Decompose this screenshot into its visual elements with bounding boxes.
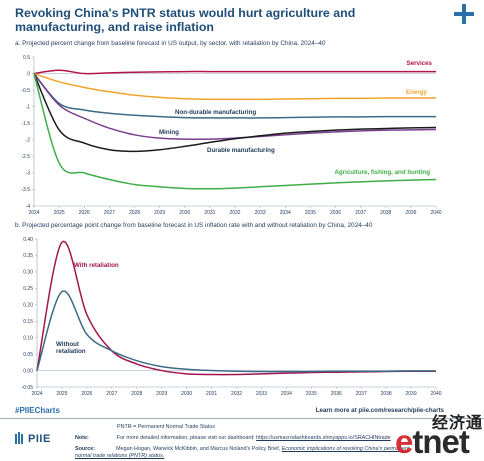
hashtag-link[interactable]: #PIIECharts (15, 406, 60, 415)
series-line-services (33, 69, 436, 75)
watermark-etnet: etnet (395, 423, 470, 461)
x-tick-label: 2028 (129, 210, 140, 216)
watermark-e: e (395, 423, 413, 460)
plus-icon[interactable] (452, 2, 476, 26)
y-tick-label: 0.5 (23, 55, 30, 61)
watermark-chinese: 经济通 (432, 415, 484, 432)
x-tick-label: 2030 (179, 210, 190, 216)
inflation-change-chart: 0.40 0.35 0.30 0.25 0.20 0.15 0.10 0.05 0.00 -0.0… (22, 237, 442, 397)
x-tick-label: 2035 (306, 391, 317, 397)
y-tick-label: 0.40 (23, 237, 33, 243)
x-tick-label: 2031 (206, 391, 217, 397)
y-tick-label: 0.15 (23, 319, 33, 325)
y-tick-label: 0.30 (23, 270, 33, 276)
page-title: Revoking China's PNTR status would hurt … (15, 6, 356, 34)
x-tick-label: 2032 (231, 391, 242, 397)
series-line-durable-manufacturing (33, 73, 437, 153)
x-tick-label: 2025 (54, 210, 65, 216)
x-tick-label: 2027 (106, 391, 117, 397)
source-text: Megan Hogan, Warwick McKibbin, and Marcu… (116, 446, 281, 452)
x-tick-label: 2039 (405, 210, 416, 216)
source-row: Source: Megan Hogan, Warwick McKibbin, an… (75, 446, 409, 460)
y-tick-label: -2.5 (21, 154, 30, 160)
x-tick-label: 2040 (430, 210, 441, 216)
y-tick-label: -2 (26, 138, 31, 144)
y-tick-label: 0.20 (23, 303, 33, 309)
piie-logo-icon (15, 432, 23, 444)
x-tick-label: 2027 (104, 210, 115, 216)
x-tick-label: 2036 (331, 391, 342, 397)
x-tick-label: 2040 (430, 391, 441, 397)
x-tick-label: 2036 (330, 210, 341, 216)
source-title-link[interactable]: Economic implications of revoking China'… (281, 446, 410, 452)
x-tick-label: 2039 (406, 391, 417, 397)
x-tick-label: 2032 (229, 210, 240, 216)
panel-a-subtitle: a. Projected percent change from baselin… (15, 40, 326, 47)
x-tick-label: 2029 (154, 210, 165, 216)
x-tick-label: 2034 (281, 391, 292, 397)
x-tick-label: 2033 (256, 391, 267, 397)
x-tick-label: 2031 (204, 210, 215, 216)
y-tick-label: -3 (26, 171, 31, 177)
y-tick-label: -1.5 (21, 121, 30, 127)
y-tick-label: 0.00 (23, 368, 33, 374)
y-tick-label: -0.5 (21, 88, 30, 94)
notes-label: Note: (75, 435, 89, 441)
series-label: Mining (159, 129, 179, 136)
x-tick-label: 2034 (280, 210, 291, 216)
dashboard-link[interactable]: https://usmacrodashboards.shinyapps.io/S… (256, 435, 391, 441)
series-label: With retaliation (74, 262, 119, 269)
y-tick-label: -3.5 (21, 187, 30, 193)
series-line-agriculture-fishing-and-hunting (33, 73, 437, 190)
y-tick-label: 0.35 (23, 253, 33, 259)
series-line-non-durable-manufacturing (33, 73, 436, 119)
x-tick-label: 2037 (355, 210, 366, 216)
piie-logo-text: PIIE (28, 433, 51, 445)
watermark-tnet: tnet (412, 423, 469, 460)
x-tick-label: 2029 (156, 391, 167, 397)
y-tick-label: -0.05 (22, 385, 34, 391)
x-tick-label: 2024 (31, 391, 42, 397)
x-tick-label: 2037 (356, 391, 367, 397)
x-tick-label: 2025 (56, 391, 67, 397)
x-tick-label: 2038 (381, 391, 392, 397)
x-tick-label: 2035 (305, 210, 316, 216)
footer-divider (0, 418, 484, 419)
x-tick-label: 2028 (131, 391, 142, 397)
x-tick-label: 2030 (181, 391, 192, 397)
series-label: Services (407, 60, 433, 67)
y-tick-label: -4 (26, 204, 31, 210)
x-tick-label: 2038 (380, 210, 391, 216)
y-tick-label: 0.10 (23, 335, 33, 341)
series-label: Without retaliation (56, 341, 86, 355)
x-tick-label: 2026 (79, 210, 90, 216)
series-line-without-retaliation (36, 290, 437, 373)
series-label: Agriculture, fishing, and hunting (334, 169, 430, 176)
y-tick-label: 0.05 (23, 352, 33, 358)
source-title-link-cont[interactable]: normal trade relations (PNTR) status. (75, 453, 165, 459)
x-tick-label: 2024 (28, 210, 39, 216)
series-label: Durable manufacturing (207, 147, 275, 154)
y-tick-label: 0 (27, 71, 30, 77)
x-tick-label: 2033 (255, 210, 266, 216)
y-tick-label: -1 (26, 104, 31, 110)
notes-text: For more detailed information, please vi… (116, 435, 255, 441)
panel-b-subtitle: b. Projected percentage point change fro… (15, 222, 373, 229)
piie-logo: PIIE (15, 432, 51, 445)
pntr-note: PNTR = Permanent Normal Trade Status (117, 424, 216, 430)
y-tick-label: 0.25 (23, 286, 33, 292)
notes-row: Note: For more detailed information, plea… (75, 435, 391, 442)
source-label: Source: (75, 446, 96, 452)
series-label: Non-durable manufacturing (175, 109, 256, 116)
learn-more-link[interactable]: Learn more at piie.com/research/piie-cha… (315, 407, 444, 414)
series-line-energy (33, 72, 436, 101)
series-label: Energy (406, 89, 428, 96)
x-tick-label: 2026 (81, 391, 92, 397)
